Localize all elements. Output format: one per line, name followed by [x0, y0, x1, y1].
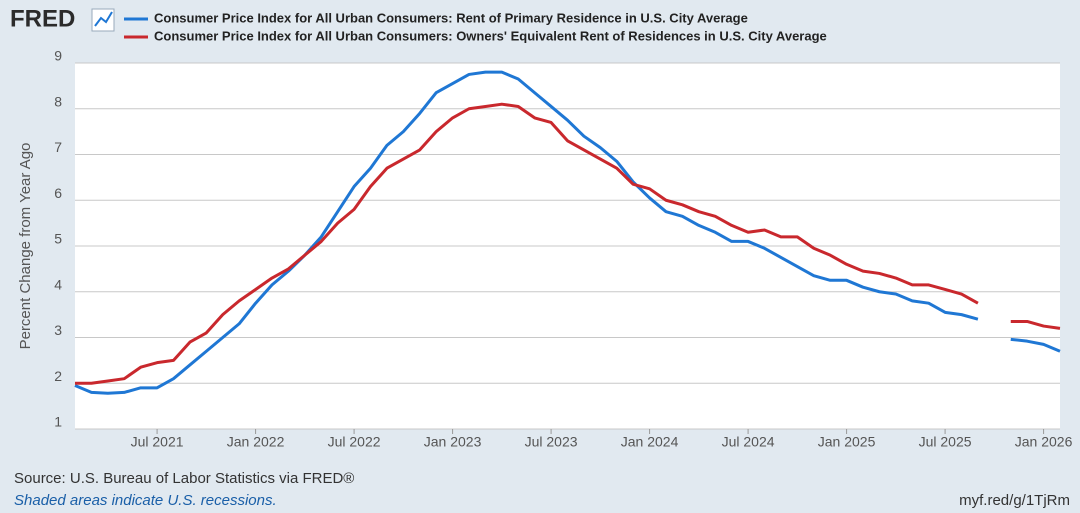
- x-tick-label: Jan 2026: [1015, 434, 1073, 450]
- legend-label: Consumer Price Index for All Urban Consu…: [154, 28, 827, 43]
- source: Source: U.S. Bureau of Labor Statistics …: [14, 470, 354, 487]
- y-tick-label: 2: [54, 368, 62, 384]
- logo: FRED: [10, 5, 75, 32]
- x-tick-label: Jan 2023: [424, 434, 482, 450]
- logo-icon: [91, 8, 115, 32]
- note[interactable]: Shaded areas indicate U.S. recessions.: [14, 492, 277, 509]
- x-tick-label: Jul 2024: [722, 434, 775, 450]
- x-tick-label: Jan 2025: [818, 434, 876, 450]
- y-tick-label: 3: [54, 322, 62, 338]
- y-tick-label: 1: [54, 414, 62, 430]
- y-tick-label: 7: [54, 139, 62, 155]
- data-line: [74, 70, 1061, 395]
- data-line: [75, 102, 1061, 385]
- y-tick-label: 4: [54, 276, 62, 292]
- x-tick-label: Jul 2025: [919, 434, 972, 450]
- y-tick-label: 8: [54, 93, 62, 109]
- legend-label: Consumer Price Index for All Urban Consu…: [154, 10, 748, 25]
- x-tick-label: Jul 2021: [131, 434, 184, 450]
- y-tick-label: 5: [54, 231, 62, 247]
- y-axis-label: Percent Change from Year Ago: [17, 143, 34, 350]
- y-tick-label: 9: [54, 48, 62, 64]
- x-tick-label: Jul 2022: [328, 434, 381, 450]
- short-url[interactable]: myf.red/g/1TjRm: [959, 492, 1070, 509]
- x-tick-label: Jan 2022: [227, 434, 285, 450]
- y-tick-label: 6: [54, 185, 62, 201]
- x-tick-label: Jul 2023: [525, 434, 578, 450]
- x-tick-label: Jan 2024: [621, 434, 679, 450]
